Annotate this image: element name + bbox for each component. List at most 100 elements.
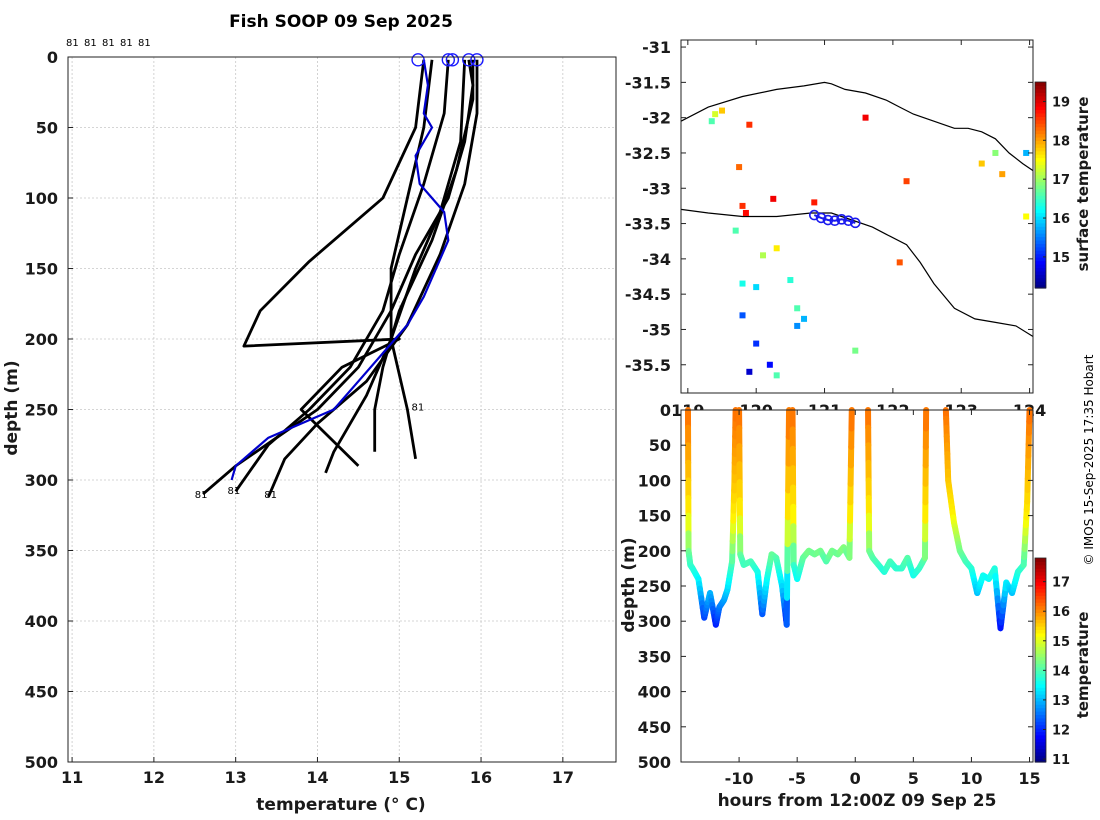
- sst-pixel: [862, 114, 869, 121]
- coastline-north: [680, 81, 1034, 172]
- colorbar-segment: [1035, 284, 1046, 289]
- map-ytick-label: -31.5: [625, 73, 671, 92]
- colorbar-segment: [1035, 202, 1046, 207]
- sst-pixel: [794, 322, 801, 329]
- colorbar-segment: [1035, 588, 1046, 593]
- colorbar-segment: [1035, 639, 1046, 644]
- colorbar-tick-label: 15: [1052, 251, 1070, 266]
- colorbar-segment: [1035, 683, 1046, 688]
- sst-pixel: [801, 315, 808, 322]
- colorbar-segment: [1035, 143, 1046, 148]
- colorbar-tick-label: 11: [1052, 753, 1070, 768]
- section-xtick-label: 5: [908, 769, 919, 788]
- colorbar-segment: [1035, 707, 1046, 712]
- colorbar-segment: [1035, 687, 1046, 692]
- section-panel: 0 50 100 150 200 250 300 350 400 450 500 -10 -5 0 5 10 1…: [619, 401, 1092, 811]
- colorbar-segment: [1035, 745, 1046, 749]
- colorbar-segment: [1035, 212, 1046, 217]
- sst-pixel: [1023, 213, 1030, 220]
- section-xlabel: hours from 12:00Z 09 Sep 25: [718, 791, 997, 811]
- sst-pixel: [773, 245, 780, 252]
- sst-pixel: [852, 347, 859, 354]
- map-ticks: -31 -31.5 -32 -32.5 -33 -33.5 -34 -34.5 -35 -35.5…: [625, 38, 1046, 420]
- colorbar-segment: [1035, 643, 1046, 647]
- colorbar-segment: [1035, 157, 1046, 162]
- surface-marker: [441, 53, 456, 67]
- colorbar-segment: [1035, 755, 1046, 760]
- colorbar-segment: [1035, 558, 1046, 562]
- map-frame: [681, 40, 1033, 393]
- colorbar-segment: [1035, 609, 1046, 613]
- profile-annotation: 81: [227, 486, 240, 497]
- colorbar-segment: [1035, 154, 1046, 159]
- sst-pixel: [1023, 149, 1030, 156]
- section-ticks: 0 50 100 150 200 250 300 350 400 450 500 -10 -5 0 5 10 1…: [638, 401, 1041, 788]
- colorbar-segment: [1035, 112, 1046, 117]
- map-ytick-label: -34.5: [625, 285, 671, 304]
- colorbar-segment: [1035, 728, 1046, 732]
- colorbar-segment: [1035, 167, 1046, 172]
- colorbar-segment: [1035, 140, 1046, 145]
- sst-pixel: [746, 121, 753, 128]
- colorbar-segment: [1035, 731, 1046, 736]
- sst-pixel: [811, 199, 818, 206]
- sst-pixel: [992, 149, 999, 156]
- colorbar-segment: [1035, 239, 1046, 244]
- section-ytick-label: 350: [638, 647, 671, 666]
- colorbar-segment: [1035, 171, 1046, 176]
- profile-line: [234, 59, 450, 493]
- colorbar-segment: [1035, 243, 1046, 248]
- colorbar-segment: [1035, 595, 1046, 600]
- colorbar-segment: [1035, 188, 1046, 193]
- colorbar-tick-label: 17: [1052, 576, 1070, 591]
- colorbar-segment: [1035, 741, 1046, 746]
- section-ytick-label: 500: [638, 753, 671, 772]
- track-point: [836, 214, 847, 225]
- section-ytick-label: 0: [660, 401, 671, 420]
- colorbar-segment: [1035, 663, 1046, 668]
- colorbar-segment: [1035, 119, 1046, 124]
- colorbar-segment: [1035, 700, 1046, 705]
- map-frame: [680, 39, 1034, 394]
- colorbar-segment: [1035, 82, 1046, 87]
- credit-text: © IMOS 15-Sep-2025 17:35 Hobart: [1082, 354, 1096, 565]
- colorbar-segment: [1035, 585, 1046, 590]
- colorbar-tick-label: 19: [1052, 95, 1070, 110]
- surface-marker: [462, 53, 476, 67]
- colorbar-tick-label: 18: [1052, 134, 1070, 149]
- map-ytick-label: -32: [642, 109, 671, 128]
- sst-pixel: [708, 118, 715, 125]
- colorbar-segment: [1035, 191, 1046, 196]
- profile-top-label: 81: [138, 38, 151, 49]
- colorbar-segment: [1035, 263, 1046, 268]
- profile-ytick-label: 250: [25, 401, 58, 420]
- profile-annotation: 81: [264, 490, 277, 501]
- profile-series: 81 81 81 81: [195, 53, 484, 501]
- profile-ytick-label: 350: [25, 542, 58, 561]
- profile-ytick-label: 450: [25, 683, 58, 702]
- colorbar-segment: [1035, 649, 1046, 654]
- track-point: [829, 215, 841, 227]
- sst-pixel: [766, 361, 773, 368]
- colorbar-segment: [1035, 229, 1046, 234]
- profile-top-label: 81: [102, 38, 115, 49]
- colorbar-segment: [1035, 575, 1046, 579]
- profile-annotation: 81: [195, 490, 208, 501]
- colorbar-segment: [1035, 181, 1046, 186]
- colorbar-segment: [1035, 106, 1046, 111]
- colorbar-segment: [1035, 629, 1046, 634]
- section-ytick-label: 250: [638, 577, 671, 596]
- profile-ytick-label: 300: [25, 471, 58, 490]
- colorbar-segment: [1035, 571, 1046, 576]
- colorbar-segment: [1035, 619, 1046, 624]
- sst-pixel: [719, 107, 726, 114]
- colorbar-segment: [1035, 136, 1046, 141]
- colorbar-segment: [1035, 677, 1046, 681]
- sst-pixel: [742, 209, 749, 216]
- colorbar-segment: [1035, 178, 1046, 183]
- colorbar-segment: [1035, 250, 1046, 255]
- colorbar-segment: [1035, 592, 1046, 596]
- section-ytick-label: 100: [638, 471, 671, 490]
- colorbar-tick-label: 14: [1052, 664, 1070, 679]
- profile-line: [267, 59, 479, 498]
